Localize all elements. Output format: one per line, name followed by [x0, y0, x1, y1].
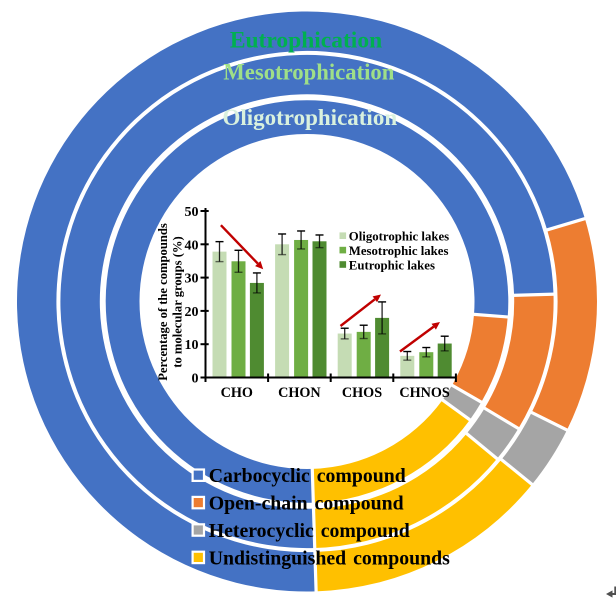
svg-text:Carbocyclic compound: Carbocyclic compound [209, 465, 406, 487]
svg-text:10: 10 [185, 338, 199, 353]
svg-text:Undistinguished compounds: Undistinguished compounds [209, 547, 450, 569]
svg-text:to molecular groups (%): to molecular groups (%) [171, 236, 185, 367]
svg-text:0: 0 [192, 372, 199, 387]
svg-text:20: 20 [185, 305, 199, 320]
svg-text:Mesotrophication: Mesotrophication [223, 60, 394, 85]
svg-text:CHO: CHO [221, 385, 253, 401]
svg-text:Oligotrophic lakes: Oligotrophic lakes [349, 230, 449, 244]
svg-text:40: 40 [185, 238, 199, 253]
svg-text:Open-chain compound: Open-chain compound [209, 493, 404, 515]
svg-text:CHNOS: CHNOS [399, 385, 450, 401]
svg-text:Mesotrophic lakes: Mesotrophic lakes [349, 244, 449, 258]
svg-text:30: 30 [185, 272, 199, 287]
svg-text:Heterocyclic compound: Heterocyclic compound [209, 520, 410, 542]
svg-text:CHOS: CHOS [342, 385, 382, 401]
svg-text:Percentage of the compounds: Percentage of the compounds [156, 223, 170, 381]
svg-text:CHON: CHON [278, 385, 321, 401]
svg-text:Eutrophic lakes: Eutrophic lakes [349, 258, 435, 272]
svg-text:Eutrophication: Eutrophication [230, 28, 382, 54]
svg-text:Oligotrophication: Oligotrophication [222, 105, 397, 130]
svg-text:50: 50 [185, 205, 199, 220]
